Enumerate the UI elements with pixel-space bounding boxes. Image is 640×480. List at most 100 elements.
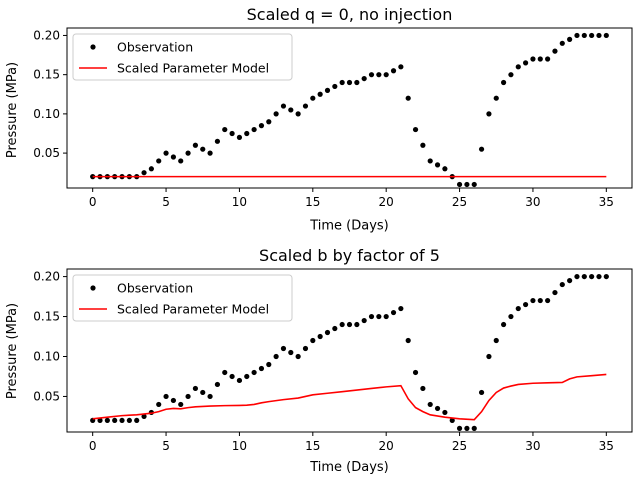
top-subplot-observation-point bbox=[354, 79, 360, 86]
top-subplot-observation-point bbox=[427, 158, 433, 164]
bottom-subplot-observation-point bbox=[471, 425, 477, 431]
top-subplot-y-tick-label: 0.05 bbox=[33, 146, 60, 160]
bottom-subplot-observation-point bbox=[545, 297, 551, 304]
bottom-subplot-observation-point bbox=[207, 393, 213, 400]
top-subplot-observation-point bbox=[442, 166, 448, 172]
bottom-subplot-y-tick-label: 0.20 bbox=[33, 270, 60, 284]
top-subplot-observation-point bbox=[332, 83, 338, 90]
bottom-subplot-model-line bbox=[92, 373, 607, 421]
bottom-subplot-observation-point bbox=[493, 337, 499, 344]
top-subplot-observation-point bbox=[376, 72, 382, 78]
top-subplot-observation-point bbox=[486, 111, 492, 117]
top-subplot-observation-point bbox=[523, 60, 529, 66]
bottom-subplot-observation-point bbox=[295, 353, 301, 360]
bottom-subplot-observation-point bbox=[383, 313, 389, 320]
bottom-subplot-observation-point bbox=[251, 369, 257, 376]
top-subplot-observation-point bbox=[500, 79, 507, 86]
bottom-subplot-observation-point bbox=[273, 353, 279, 360]
top-subplot-observation-point bbox=[471, 181, 477, 188]
bottom-subplot-observation-point bbox=[442, 409, 448, 416]
top-subplot-observation-point bbox=[302, 103, 309, 109]
bottom-subplot-x-tick-label: 15 bbox=[305, 439, 320, 453]
top-subplot-x-tick-label: 30 bbox=[525, 195, 540, 209]
bottom-subplot-observation-point bbox=[97, 417, 103, 424]
top-subplot-observation-point bbox=[552, 48, 558, 54]
top-subplot: Scaled q = 0, no injection Time (Days) P… bbox=[5, 5, 633, 234]
top-subplot-y-axis-label: Pressure (MPa) bbox=[5, 62, 20, 158]
bottom-subplot-observation-point bbox=[390, 309, 397, 316]
top-subplot-observation-point bbox=[288, 107, 294, 113]
top-subplot-observation-point bbox=[493, 95, 499, 101]
top-subplot-observation-point bbox=[603, 32, 609, 39]
bottom-subplot-observation-point bbox=[589, 273, 595, 280]
top-subplot-observation-point bbox=[530, 56, 536, 62]
bottom-subplot-observation-point bbox=[581, 273, 587, 280]
bottom-subplot-observation-point bbox=[412, 369, 419, 376]
bottom-subplot-axes-frame bbox=[66, 268, 633, 433]
top-subplot-observation-point bbox=[207, 150, 213, 156]
top-subplot-observation-point bbox=[200, 146, 206, 152]
top-subplot-observation-point bbox=[574, 32, 580, 39]
top-subplot-observation-point bbox=[361, 75, 367, 82]
top-subplot-observation-point bbox=[178, 158, 184, 164]
bottom-subplot: Scaled b by factor of 5 Time (Days) Pres… bbox=[5, 246, 633, 475]
top-subplot-y-tick-label: 0.10 bbox=[33, 107, 60, 121]
bottom-subplot-y-tick-label: 0.15 bbox=[33, 310, 60, 324]
bottom-subplot-observation-point bbox=[346, 321, 353, 328]
top-subplot-observation-point bbox=[244, 130, 250, 137]
bottom-subplot-observation-point bbox=[552, 289, 558, 296]
top-subplot-observation-point bbox=[420, 142, 426, 148]
top-subplot-observation-point bbox=[148, 166, 154, 172]
top-subplot-y-tick-label: 0.20 bbox=[33, 28, 60, 42]
top-subplot-observation-point bbox=[170, 154, 176, 160]
bottom-subplot-observation-point bbox=[156, 401, 162, 408]
bottom-subplot-observation-point bbox=[317, 333, 323, 340]
top-subplot-observation-point bbox=[258, 123, 265, 129]
bottom-subplot-x-axis-label: Time (Days) bbox=[309, 460, 389, 475]
top-subplot-observation-point bbox=[456, 181, 463, 188]
top-subplot-observation-point bbox=[266, 119, 272, 125]
bottom-subplot-x-tick-label: 5 bbox=[162, 439, 170, 453]
top-subplot-x-tick-label: 5 bbox=[162, 195, 170, 209]
bottom-subplot-observation-point bbox=[486, 353, 492, 360]
top-subplot-observation-point bbox=[464, 181, 470, 188]
bottom-subplot-x-tick-label: 0 bbox=[89, 439, 97, 453]
bottom-subplot-observation-point bbox=[368, 313, 375, 320]
top-subplot-observation-point bbox=[346, 79, 353, 86]
bottom-subplot-observation-point bbox=[530, 297, 536, 304]
bottom-subplot-observation-point bbox=[200, 389, 206, 396]
bottom-subplot-observation-point bbox=[515, 305, 521, 312]
bottom-subplot-observation-point bbox=[222, 369, 228, 376]
top-subplot-observation-point bbox=[478, 146, 485, 152]
top-subplot-legend-box bbox=[72, 33, 293, 81]
bottom-subplot-observation-point bbox=[104, 417, 110, 424]
bottom-subplot-observation-point bbox=[559, 281, 565, 288]
bottom-subplot-observation-point bbox=[126, 417, 132, 424]
top-subplot-x-tick-label: 35 bbox=[599, 195, 614, 209]
top-subplot-observation-point bbox=[222, 126, 228, 133]
bottom-subplot-observation-point bbox=[567, 277, 573, 284]
bottom-subplot-observation-point bbox=[310, 337, 316, 344]
top-subplot-observation-point bbox=[368, 72, 375, 78]
top-subplot-observation-point bbox=[236, 134, 243, 141]
bottom-subplot-observation-point bbox=[508, 313, 514, 320]
bottom-subplot-y-axis-label: Pressure (MPa) bbox=[5, 303, 20, 399]
top-subplot-observation-point bbox=[390, 68, 397, 74]
bottom-subplot-legend-box bbox=[72, 274, 293, 322]
bottom-subplot-observation-point bbox=[141, 413, 147, 420]
top-subplot-observation-point bbox=[398, 64, 404, 70]
top-subplot-legend: Observation Scaled Parameter Model bbox=[72, 33, 293, 81]
bottom-subplot-observation-point bbox=[574, 273, 580, 280]
bottom-subplot-observation-point bbox=[398, 305, 404, 312]
top-subplot-observation-point bbox=[229, 130, 235, 137]
top-subplot-observation-point bbox=[559, 40, 565, 46]
bottom-subplot-observation-point bbox=[266, 361, 272, 368]
bottom-subplot-observation-point bbox=[449, 417, 455, 424]
bottom-subplot-observation-point bbox=[119, 417, 125, 424]
bottom-subplot-observation-point bbox=[603, 273, 609, 280]
bottom-subplot-y-tick-label: 0.10 bbox=[33, 349, 60, 363]
bottom-subplot-observation-point bbox=[478, 389, 485, 396]
top-subplot-observation-point bbox=[508, 72, 514, 78]
top-subplot-observation-point bbox=[589, 32, 595, 39]
